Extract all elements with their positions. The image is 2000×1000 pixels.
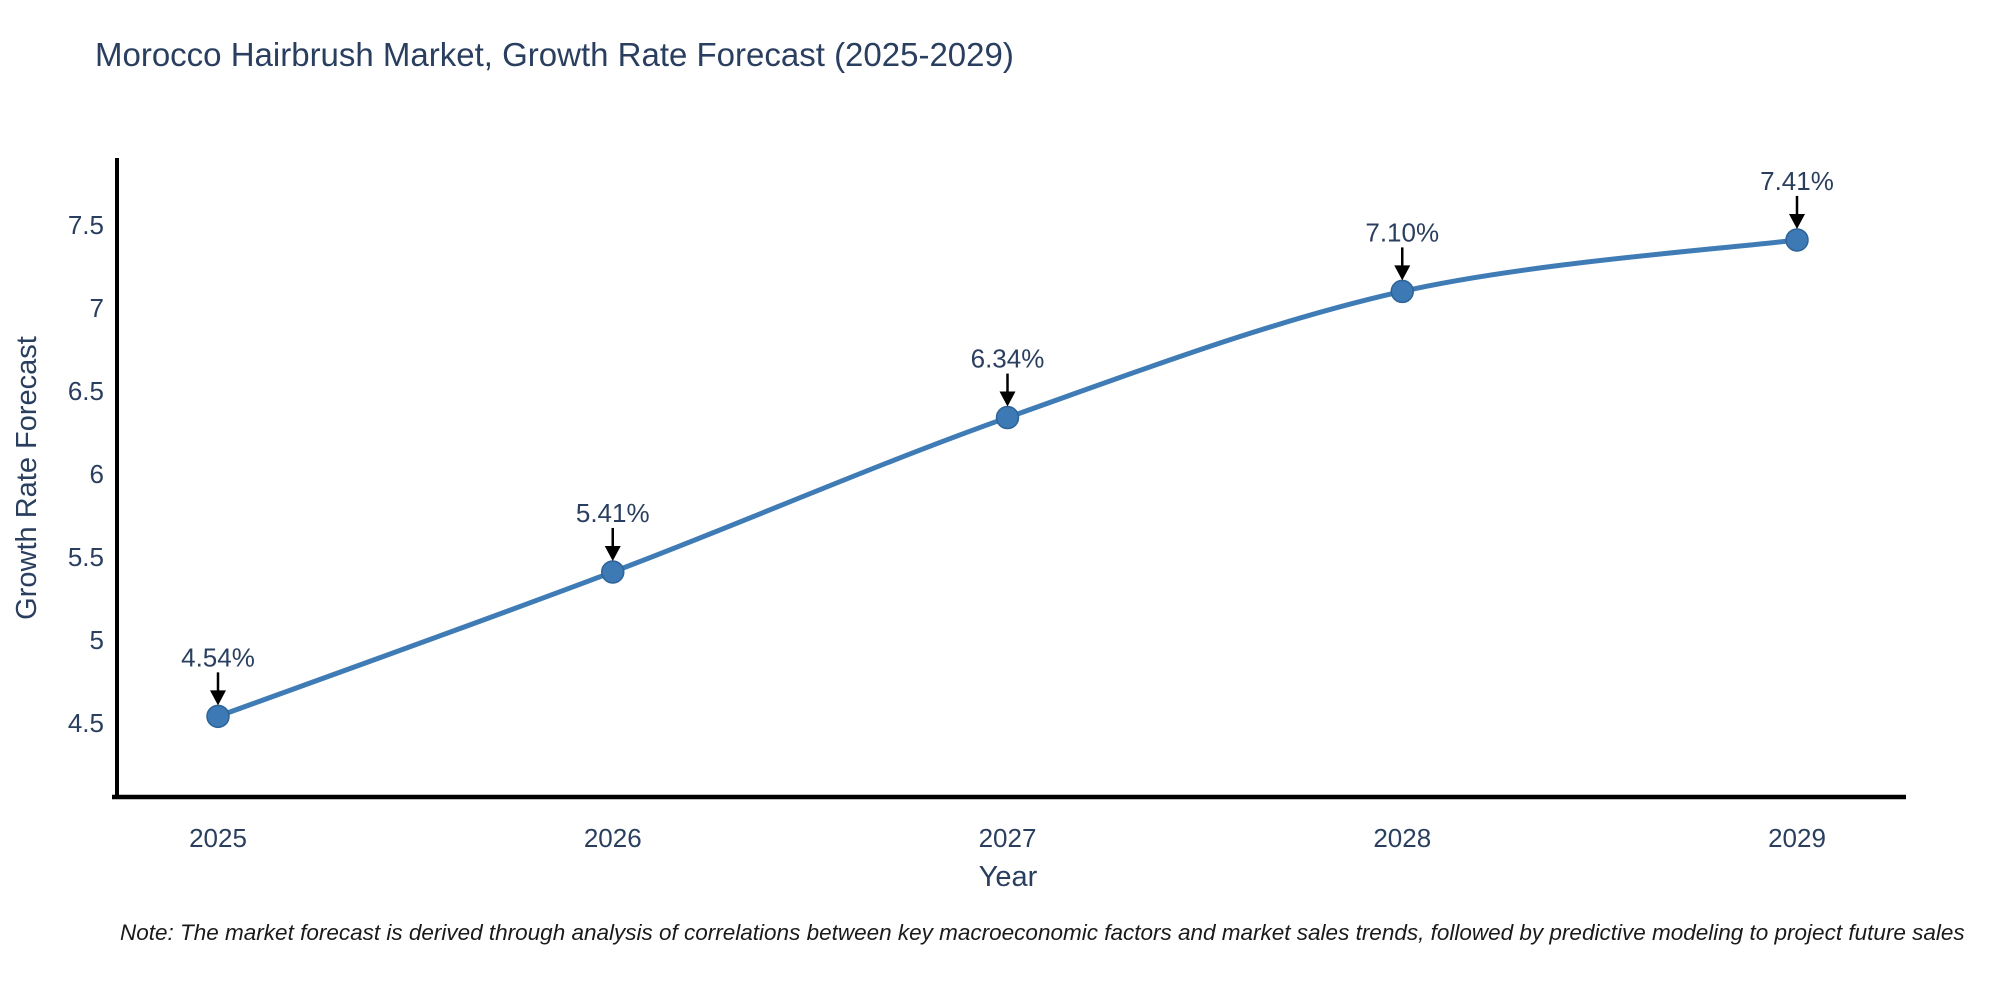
x-tick-label: 2025 [189,823,247,853]
annotation-label: 7.10% [1365,217,1439,247]
chart-title: Morocco Hairbrush Market, Growth Rate Fo… [95,36,1014,73]
data-point-marker [1785,228,1809,252]
y-tick-label: 6.5 [68,376,104,406]
y-tick-label: 7 [90,293,104,323]
y-tick-label: 6 [90,459,104,489]
data-point-marker [206,704,230,729]
data-point-marker [995,405,1020,430]
annotation-label: 4.54% [181,642,255,672]
y-axis-title: Growth Rate Forecast [11,336,43,620]
data-point-marker [1390,279,1414,304]
point-annotations: 4.54% 5.41% 6.34% 7.10% 7.41% [181,166,1834,706]
annotation-label: 6.34% [971,344,1045,374]
forecast-line [215,237,1800,719]
y-tick-label: 5 [90,625,104,655]
y-tick-label: 4.5 [68,708,104,738]
annotation-arrowhead [604,545,621,561]
data-point-marker [601,560,625,584]
annotation-arrowhead [1394,265,1411,281]
annotation-arrowhead [1789,213,1805,229]
x-tick-label: 2028 [1373,823,1431,853]
y-tick-label: 5.5 [68,542,104,572]
annotation-arrowhead [210,690,226,706]
x-tick-label: 2027 [979,823,1037,853]
x-tick-label: 2026 [584,823,642,853]
annotation-label: 5.41% [576,498,650,528]
footnote-text: Note: The market forecast is derived thr… [120,920,1965,945]
data-series [206,228,1809,729]
x-tick-label: 2029 [1768,823,1826,853]
y-tick-label: 7.5 [68,210,104,240]
axis-ticks: 4.5 5 5.5 6 6.5 7 7.5 2025 2026 2027 2028 2029 [68,210,1826,853]
x-axis-title: Year [979,861,1038,893]
annotation-arrowhead [999,391,1016,407]
annotation-label: 7.41% [1760,166,1834,196]
